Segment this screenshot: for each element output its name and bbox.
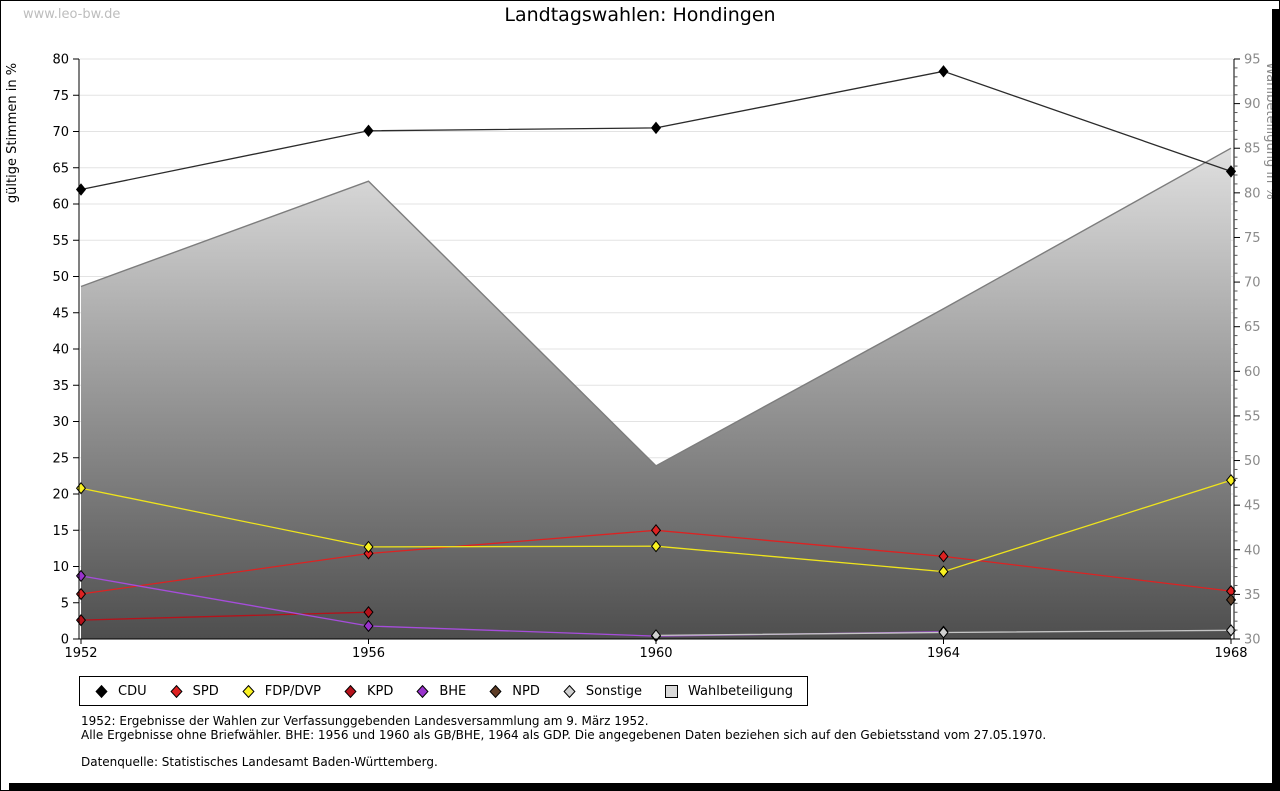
page-title: Landtagswahlen: Hondingen	[504, 4, 776, 26]
svg-text:70: 70	[1244, 276, 1261, 291]
frame-shadow-right	[1272, 9, 1279, 790]
svg-text:1952: 1952	[64, 646, 97, 661]
series-lines	[75, 65, 1237, 643]
svg-text:80: 80	[52, 53, 69, 68]
svg-text:35: 35	[1244, 588, 1261, 603]
watermark: www.leo-bw.de	[23, 7, 121, 22]
data-source: Datenquelle: Statistisches Landesamt Bad…	[81, 755, 438, 769]
svg-text:5: 5	[61, 596, 69, 611]
election-line-chart: 0 5 10 15 20 25 30 35 40 45 50 55 60 65 70 75 80 30 35 40 45…	[5, 53, 1278, 662]
footnote-line-2: Alle Ergebnisse ohne Briefwähler. BHE: 1…	[81, 727, 1047, 742]
svg-text:55: 55	[1244, 409, 1261, 424]
point-fdp-dvp-1964	[938, 565, 949, 578]
legend-label: CDU	[118, 683, 147, 699]
legend-item-npd: NPD	[488, 684, 540, 699]
point-spd-1964	[938, 550, 949, 563]
footnote-line-1: 1952: Ergebnisse der Wahlen zur Verfassu…	[81, 714, 649, 728]
point-kpd-1956	[363, 605, 374, 619]
svg-text:60: 60	[1244, 365, 1261, 380]
svg-text:80: 80	[1244, 186, 1261, 201]
svg-text:50: 50	[52, 270, 69, 285]
diamond-marker-icon	[563, 684, 576, 698]
legend-item-bhe: BHE	[415, 684, 466, 699]
svg-text:30: 30	[1244, 633, 1261, 648]
svg-text:60: 60	[52, 198, 69, 213]
svg-text:70: 70	[52, 125, 69, 140]
series-fdp-dvp	[75, 474, 1237, 578]
participation-edge	[80, 147, 1232, 467]
legend: CDU SPD FDP/DVP KPD BHE NPD Sonstige Wahlbeteil…	[79, 676, 809, 706]
point-spd-1956	[363, 547, 374, 560]
legend-label: Wahlbeteiligung	[688, 683, 794, 699]
diamond-marker-icon	[170, 684, 183, 698]
svg-text:25: 25	[52, 451, 69, 466]
point-spd-1960	[650, 524, 662, 537]
svg-text:85: 85	[1244, 142, 1261, 157]
svg-text:75: 75	[1244, 231, 1261, 246]
svg-text:50: 50	[1244, 454, 1261, 469]
diamond-marker-icon	[489, 684, 502, 698]
legend-label: BHE	[439, 683, 467, 699]
legend-label: KPD	[366, 683, 394, 699]
svg-text:90: 90	[1244, 97, 1261, 112]
svg-text:65: 65	[1244, 320, 1261, 335]
participation-area	[80, 147, 1232, 639]
axes: 0 5 10 15 20 25 30 35 40 45 50 55 60 65 70 75 80 30 35 40 45…	[52, 53, 1260, 662]
svg-text:15: 15	[52, 524, 69, 539]
svg-text:95: 95	[1244, 53, 1261, 68]
point-cdu-1956	[363, 124, 374, 137]
svg-text:1956: 1956	[352, 646, 385, 661]
legend-label: Sonstige	[585, 683, 643, 699]
legend-item-spd: SPD	[169, 684, 219, 699]
diamond-marker-icon	[242, 684, 255, 698]
legend-item-sonstige: Sonstige	[562, 684, 642, 699]
svg-text:30: 30	[52, 415, 69, 430]
legend-label: FDP/DVP	[264, 683, 321, 699]
legend-label: NPD	[512, 683, 540, 699]
svg-text:20: 20	[52, 488, 69, 503]
svg-text:45: 45	[1244, 499, 1261, 514]
series-spd	[75, 524, 1237, 601]
svg-text:40: 40	[1244, 543, 1261, 558]
svg-text:55: 55	[52, 234, 69, 249]
svg-text:65: 65	[52, 161, 69, 176]
diamond-marker-icon	[344, 684, 357, 698]
point-fdp-dvp-1960	[650, 540, 662, 553]
diamond-marker-icon	[416, 684, 429, 698]
series-sonstige	[650, 624, 1237, 642]
series-cdu	[75, 65, 1237, 196]
frame-shadow-bottom	[9, 783, 1279, 790]
legend-item-kpd: KPD	[343, 684, 393, 699]
participation-polygon	[81, 148, 1231, 639]
svg-text:40: 40	[52, 343, 69, 358]
point-fdp-dvp-1956	[363, 540, 374, 554]
point-cdu-1960	[650, 121, 662, 135]
svg-text:35: 35	[52, 379, 69, 394]
legend-item-cdu: CDU	[94, 684, 147, 699]
svg-text:75: 75	[52, 89, 69, 104]
svg-text:1968: 1968	[1214, 646, 1247, 661]
diamond-marker-icon	[95, 684, 108, 698]
svg-text:0: 0	[61, 633, 69, 648]
legend-item-wahlbeteiligung: Wahlbeteiligung	[664, 684, 793, 699]
point-cdu-1964	[938, 65, 949, 78]
svg-text:10: 10	[52, 560, 69, 575]
point-bhe-1956	[363, 619, 374, 633]
legend-label: SPD	[192, 683, 219, 699]
point-cdu-1952	[75, 183, 87, 196]
svg-text:1964: 1964	[927, 646, 960, 661]
square-marker-icon	[665, 684, 679, 698]
footnotes: 1952: Ergebnisse der Wahlen zur Verfassu…	[81, 714, 1047, 770]
svg-text:45: 45	[52, 306, 69, 321]
left-axis-title: gültige Stimmen in %	[5, 63, 20, 203]
svg-text:1960: 1960	[639, 646, 672, 661]
legend-item-fdp-dvp: FDP/DVP	[241, 684, 321, 699]
point-sonstige-1964	[938, 626, 949, 639]
